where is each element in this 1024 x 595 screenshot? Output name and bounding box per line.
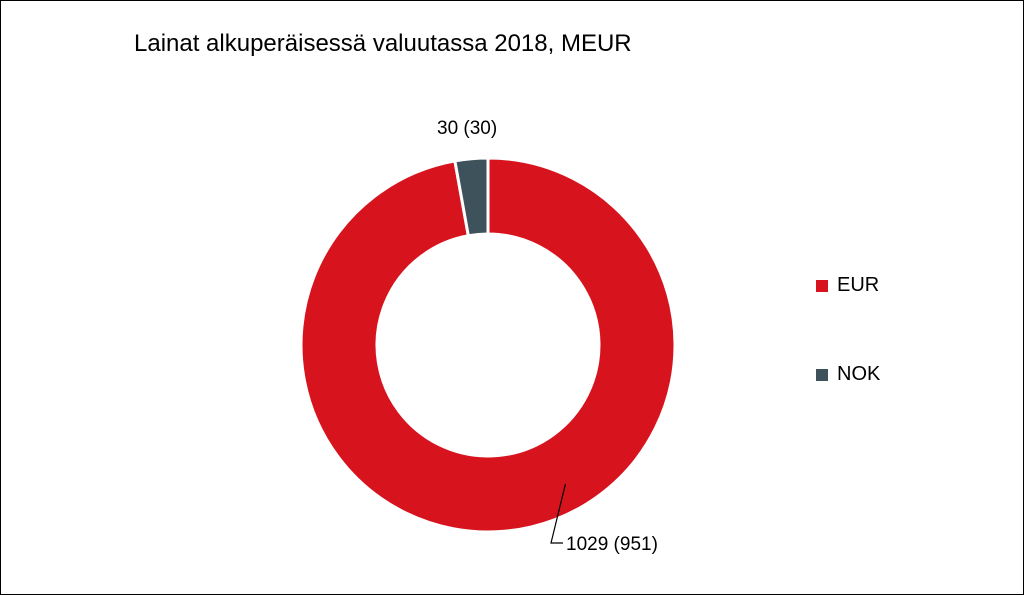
legend-item-eur: EUR [816,274,879,297]
legend-item-nok: NOK [816,363,880,386]
data-label-eur: 1029 (951) [566,534,658,555]
legend-label-nok: NOK [837,363,881,385]
legend-swatch-nok [816,368,828,381]
data-label-nok: 30 (30) [437,118,497,139]
slice-eur [299,156,677,534]
chart-title: Lainat alkuperäisessä valuutassa 2018, M… [134,30,632,57]
slice-nok [453,156,490,238]
leader-line-eur [550,483,567,544]
legend-swatch-eur [816,279,828,292]
legend-label-eur: EUR [837,274,880,296]
